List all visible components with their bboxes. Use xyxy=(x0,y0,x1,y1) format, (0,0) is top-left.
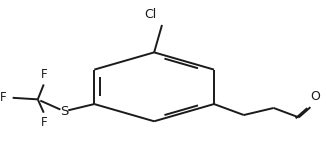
Text: O: O xyxy=(310,90,320,103)
Text: Cl: Cl xyxy=(145,8,157,21)
Text: S: S xyxy=(60,105,69,118)
Text: F: F xyxy=(41,116,48,129)
Text: F: F xyxy=(0,91,7,104)
Text: F: F xyxy=(41,68,48,81)
